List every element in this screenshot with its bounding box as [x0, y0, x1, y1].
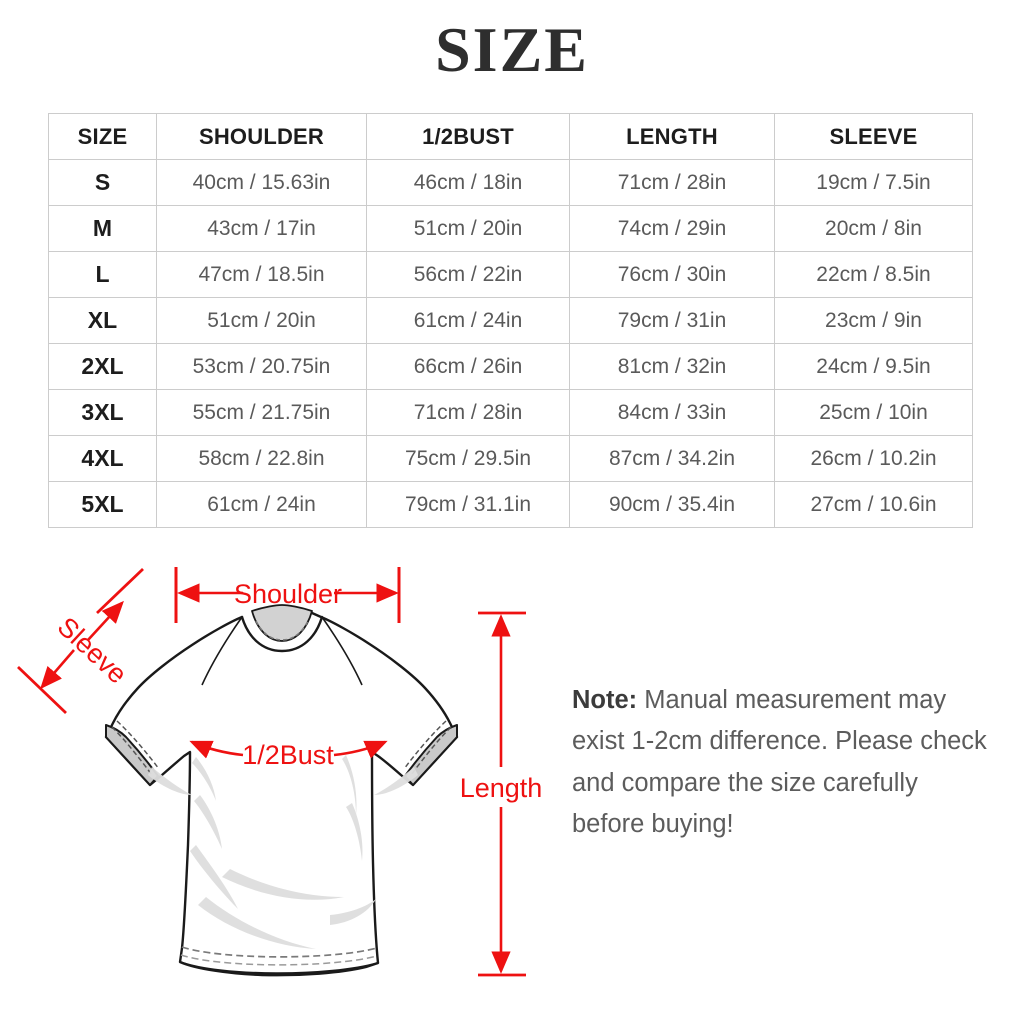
column-header-sleeve: SLEEVE	[774, 113, 973, 160]
cell-size: M	[48, 205, 157, 252]
sleeve-cuff-right-stitch2	[403, 720, 447, 770]
cell-shoulder: 47cm / 18.5in	[156, 251, 367, 298]
length-measure-group: Length	[460, 611, 543, 977]
cell-bust: 75cm / 29.5in	[366, 435, 570, 482]
shoulder-measure-group: Shoulder	[174, 567, 401, 623]
fabric-wrinkles	[148, 755, 418, 949]
cell-size: 2XL	[48, 343, 157, 390]
cell-bust: 66cm / 26in	[366, 343, 570, 390]
cell-sleeve: 19cm / 7.5in	[774, 159, 973, 206]
table-row: M 43cm / 17in 51cm / 20in 74cm / 29in 20…	[48, 205, 973, 252]
table-row: XL 51cm / 20in 61cm / 24in 79cm / 31in 2…	[48, 297, 973, 344]
table-row: 2XL 53cm / 20.75in 66cm / 26in 81cm / 32…	[48, 343, 973, 390]
cell-sleeve: 20cm / 8in	[774, 205, 973, 252]
sleeve-arrow-down	[40, 649, 75, 690]
cell-length: 81cm / 32in	[569, 343, 775, 390]
shirt-collar-outer	[240, 615, 324, 653]
cell-sleeve: 26cm / 10.2in	[774, 435, 973, 482]
sleeve-tick-lower	[17, 665, 67, 715]
table-row: 4XL 58cm / 22.8in 75cm / 29.5in 87cm / 3…	[48, 435, 973, 482]
bottom-hem-stitch	[181, 946, 378, 958]
cell-shoulder: 53cm / 20.75in	[156, 343, 367, 390]
tshirt-measurement-diagram: Shoulder Sleeve 1/2Bust Length	[0, 545, 1024, 1024]
shoulder-seam-right	[321, 616, 363, 686]
cell-bust: 79cm / 31.1in	[366, 481, 570, 528]
cell-length: 76cm / 30in	[569, 251, 775, 298]
bust-label: 1/2Bust	[242, 740, 334, 770]
cell-length: 84cm / 33in	[569, 389, 775, 436]
sleeve-arrow-up	[87, 600, 124, 641]
table-row: S 40cm / 15.63in 46cm / 18in 71cm / 28in…	[48, 159, 973, 206]
sleeve-label: Sleeve	[52, 611, 133, 689]
cell-bust: 51cm / 20in	[366, 205, 570, 252]
table-row: L 47cm / 18.5in 56cm / 22in 76cm / 30in …	[48, 251, 973, 298]
cell-sleeve: 23cm / 9in	[774, 297, 973, 344]
bottom-hem	[179, 960, 379, 975]
sleeve-cuff-left-stitch	[111, 726, 153, 776]
note-text: Manual measurement may exist 1-2cm diffe…	[572, 686, 987, 838]
shirt-outline	[104, 611, 459, 977]
cell-shoulder: 43cm / 17in	[156, 205, 367, 252]
cell-sleeve: 27cm / 10.6in	[774, 481, 973, 528]
cell-bust: 61cm / 24in	[366, 297, 570, 344]
tshirt-illustration: Shoulder Sleeve 1/2Bust Length	[17, 567, 543, 977]
collar-stitch	[255, 620, 309, 641]
shoulder-seam-left	[201, 616, 243, 686]
cell-length: 79cm / 31in	[569, 297, 775, 344]
cell-bust: 56cm / 22in	[366, 251, 570, 298]
bust-measure-group: 1/2Bust	[189, 740, 388, 770]
cell-shoulder: 61cm / 24in	[156, 481, 367, 528]
cell-shoulder: 55cm / 21.75in	[156, 389, 367, 436]
cell-size: 4XL	[48, 435, 157, 482]
cell-shoulder: 58cm / 22.8in	[156, 435, 367, 482]
size-chart: SIZE SHOULDER 1/2BUST LENGTH SLEEVE S 40…	[48, 113, 973, 528]
cell-bust: 71cm / 28in	[366, 389, 570, 436]
cell-size: S	[48, 159, 157, 206]
sleeve-measure-group: Sleeve	[17, 567, 144, 715]
shirt-body-group	[104, 604, 459, 977]
bust-arrow-left	[189, 740, 244, 759]
shoulder-label: Shoulder	[234, 579, 342, 609]
page-title: SIZE	[435, 14, 589, 85]
length-label: Length	[460, 773, 543, 803]
column-header-size: SIZE	[48, 113, 157, 160]
cell-length: 90cm / 35.4in	[569, 481, 775, 528]
column-header-length: LENGTH	[569, 113, 775, 160]
cell-shoulder: 51cm / 20in	[156, 297, 367, 344]
cell-size: 5XL	[48, 481, 157, 528]
size-table: SIZE SHOULDER 1/2BUST LENGTH SLEEVE S 40…	[48, 113, 973, 528]
bottom-hem-stitch2	[180, 954, 378, 966]
cell-shoulder: 40cm / 15.63in	[156, 159, 367, 206]
cell-sleeve: 24cm / 9.5in	[774, 343, 973, 390]
table-row: 3XL 55cm / 21.75in 71cm / 28in 84cm / 33…	[48, 389, 973, 436]
note-label: Note:	[572, 686, 638, 714]
cell-size: L	[48, 251, 157, 298]
cell-length: 71cm / 28in	[569, 159, 775, 206]
cell-length: 74cm / 29in	[569, 205, 775, 252]
cell-size: 3XL	[48, 389, 157, 436]
cell-length: 87cm / 34.2in	[569, 435, 775, 482]
column-header-shoulder: SHOULDER	[156, 113, 367, 160]
cell-sleeve: 25cm / 10in	[774, 389, 973, 436]
note-block: Note: Manual measurement may exist 1-2cm…	[572, 680, 990, 845]
bust-arrow-right	[333, 740, 388, 759]
table-header-row: SIZE SHOULDER 1/2BUST LENGTH SLEEVE	[48, 113, 973, 160]
cell-sleeve: 22cm / 8.5in	[774, 251, 973, 298]
sleeve-cuff-left-stitch2	[116, 720, 160, 770]
table-row: 5XL 61cm / 24in 79cm / 31.1in 90cm / 35.…	[48, 481, 973, 528]
cell-bust: 46cm / 18in	[366, 159, 570, 206]
cell-size: XL	[48, 297, 157, 344]
column-header-bust: 1/2BUST	[366, 113, 570, 160]
